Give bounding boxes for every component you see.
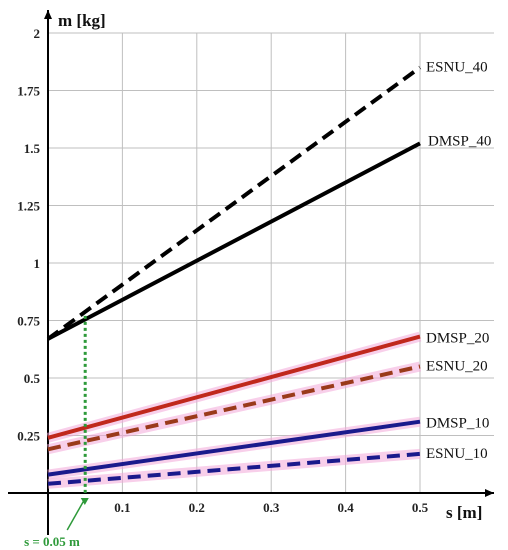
x-tick-label-4: 0.5 xyxy=(412,500,429,515)
x-tick-label-2: 0.3 xyxy=(263,500,280,515)
y-tick-label-2: 0.75 xyxy=(17,314,40,329)
y-tick-label-4: 1.25 xyxy=(17,199,40,214)
y-tick-label-3: 1 xyxy=(34,256,41,271)
y-tick-label-5: 1.5 xyxy=(24,141,41,156)
series-label-ESNU_40: ESNU_40 xyxy=(426,60,488,76)
series-label-DMSP_20: DMSP_20 xyxy=(426,331,489,347)
series-label-ESNU_10: ESNU_10 xyxy=(426,446,488,462)
series-label-DMSP_40: DMSP_40 xyxy=(428,133,491,149)
y-tick-label-7: 2 xyxy=(34,26,41,41)
series-label-DMSP_10: DMSP_10 xyxy=(426,416,489,432)
y-tick-label-6: 1.75 xyxy=(17,84,40,99)
series-labels: ESNU_40 DMSP_40 DMSP_20 ESNU_20 DMSP_10 ESNU_… xyxy=(426,60,491,462)
x-tick-label-0: 0.1 xyxy=(114,500,130,515)
series-label-ESNU_20: ESNU_20 xyxy=(426,359,488,375)
series-line-DMSP_20 xyxy=(47,334,421,440)
series-line-ESNU_40 xyxy=(46,65,422,341)
y-tick-label-0: 0.25 xyxy=(17,429,40,444)
tick-labels: 0.1 0.2 0.3 0.4 0.5 0.25 0.5 0.75 1 1.25 1.5 1.75 2 xyxy=(17,26,428,515)
annotation: s = 0.05 m xyxy=(24,315,89,549)
series-line-DMSP_40 xyxy=(47,141,421,341)
x-axis-label: s [m] xyxy=(446,503,482,522)
annotation-arrow xyxy=(66,497,89,531)
series-line-ESNU_10 xyxy=(47,451,421,486)
x-tick-label-3: 0.4 xyxy=(337,500,354,515)
series-line-ESNU_20 xyxy=(47,364,421,452)
x-tick-label-1: 0.2 xyxy=(189,500,205,515)
series-lines xyxy=(46,65,422,489)
annotation-label: s = 0.05 m xyxy=(24,534,80,549)
y-axis-label: m [kg] xyxy=(58,11,106,30)
y-tick-label-1: 0.5 xyxy=(24,371,41,386)
series-line-DMSP_10 xyxy=(47,419,421,477)
